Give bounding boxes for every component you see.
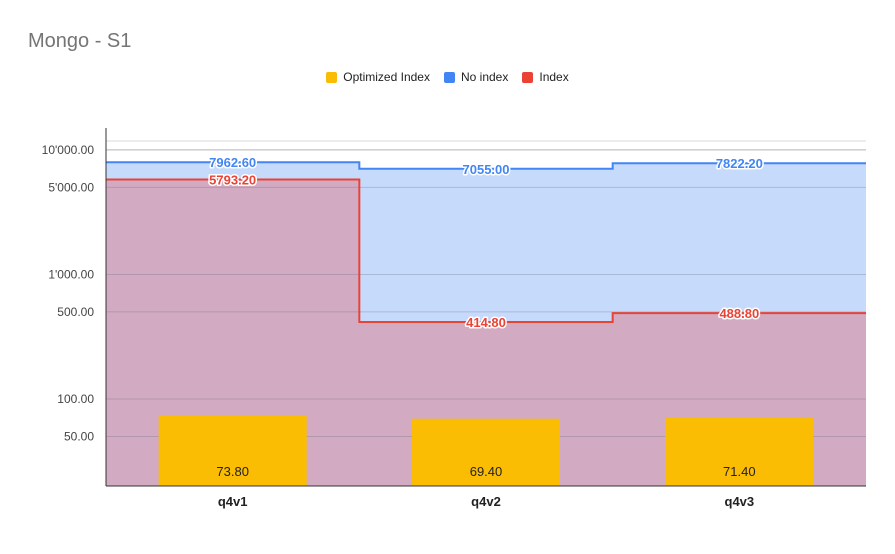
legend-swatch-optimized-index bbox=[326, 71, 338, 83]
data-label-no-index-q4v2: 7055.00 bbox=[463, 162, 510, 177]
y-tick-label-4: 5'000.00 bbox=[48, 180, 94, 194]
bar-label-q4v1: 73.80 bbox=[216, 464, 249, 479]
bar-label-q4v2: 69.40 bbox=[470, 464, 503, 479]
bar-q4v2 bbox=[412, 418, 560, 486]
line-no-index bbox=[106, 161, 866, 170]
legend-item-optimized-index[interactable]: Optimized Index bbox=[326, 68, 430, 86]
legend-label-no-index: No index bbox=[460, 70, 509, 84]
legend-label-index: Index bbox=[539, 70, 569, 84]
y-tick-label-1: 100.00 bbox=[57, 392, 94, 406]
data-label-no-index-q4v1: 7962.60 bbox=[209, 155, 256, 170]
data-label-index-q4v3: 488.80 bbox=[719, 306, 759, 321]
x-tick-label-q4v2: q4v2 bbox=[471, 494, 501, 509]
legend-label-optimized-index: Optimized Index bbox=[343, 70, 430, 84]
y-tick-label-5: 10'000.00 bbox=[42, 143, 95, 157]
legend-item-index[interactable]: Index bbox=[522, 68, 569, 86]
legend-swatch-index bbox=[522, 71, 534, 83]
bar-q4v1 bbox=[158, 415, 307, 486]
y-tick-label-3: 1'000.00 bbox=[48, 267, 94, 281]
y-tick-label-0: 50.00 bbox=[64, 429, 94, 443]
y-tick-label-2: 500.00 bbox=[57, 305, 94, 319]
x-tick-label-q4v3: q4v3 bbox=[725, 494, 755, 509]
area-index bbox=[106, 179, 866, 487]
x-tick-label-q4v1: q4v1 bbox=[218, 494, 248, 509]
chart-title: Mongo - S1 bbox=[28, 30, 132, 52]
line-index bbox=[106, 178, 866, 324]
bar-label-q4v3: 71.40 bbox=[723, 464, 756, 479]
data-label-index-q4v2: 414.80 bbox=[466, 315, 506, 330]
legend: Optimized Index No index Index bbox=[0, 68, 895, 86]
legend-item-no-index[interactable]: No index bbox=[443, 68, 509, 86]
data-label-no-index-q4v3: 7822.20 bbox=[716, 156, 763, 171]
data-label-index-q4v1: 5793.20 bbox=[209, 172, 256, 187]
bar-q4v3 bbox=[665, 417, 814, 486]
legend-swatch-no-index bbox=[443, 71, 455, 83]
